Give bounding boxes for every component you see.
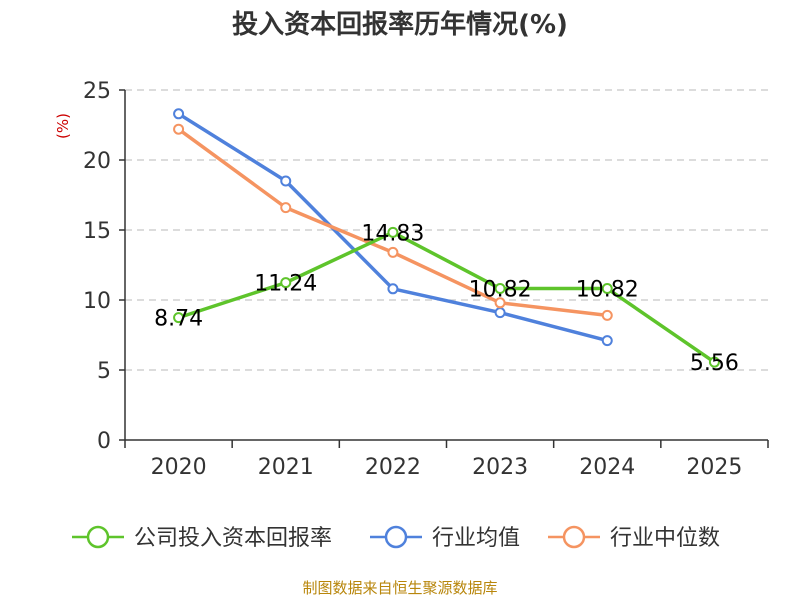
data-point xyxy=(173,312,185,324)
legend-label: 公司投入资本回报率 xyxy=(134,526,332,551)
y-tick-label: 15 xyxy=(83,219,111,244)
x-tick-label: 2022 xyxy=(365,455,421,480)
data-label: 11.24 xyxy=(254,272,317,297)
data-point xyxy=(280,202,292,214)
data-labels: 8.74 11.24 14.83 10.82 10.82 5.56 xyxy=(154,221,739,376)
grid-lines xyxy=(125,89,768,371)
x-tick-labels: 2020 2021 2022 2023 2024 2025 xyxy=(151,455,743,480)
data-point xyxy=(601,283,613,295)
data-point xyxy=(601,335,613,347)
x-tick-label: 2023 xyxy=(472,455,528,480)
y-tick-label: 10 xyxy=(83,289,111,314)
data-label: 8.74 xyxy=(154,307,203,332)
data-point xyxy=(280,277,292,289)
data-point xyxy=(494,297,506,309)
data-point xyxy=(708,356,720,368)
data-point xyxy=(494,307,506,319)
legend: 公司投入资本回报率 行业均值 行业中位数 xyxy=(72,525,720,551)
axes xyxy=(119,89,769,448)
data-label: 5.56 xyxy=(690,351,739,376)
legend-label: 行业均值 xyxy=(432,526,520,551)
y-tick-label: 25 xyxy=(83,79,111,104)
legend-label: 行业中位数 xyxy=(610,526,720,551)
legend-marker xyxy=(86,525,110,549)
x-tick-label: 2025 xyxy=(686,455,742,480)
y-tick-label: 5 xyxy=(97,359,111,384)
y-axis-label: (%) xyxy=(54,113,72,139)
legend-marker xyxy=(384,525,408,549)
data-label: 14.83 xyxy=(361,221,424,246)
data-point xyxy=(173,123,185,135)
source-note: 制图数据来自恒生聚源数据库 xyxy=(302,579,498,597)
chart-title: 投入资本回报率历年情况(%) xyxy=(232,10,568,40)
series-lines xyxy=(173,108,720,368)
x-tick-label: 2021 xyxy=(258,455,314,480)
data-label: 10.82 xyxy=(576,278,639,303)
data-point xyxy=(387,226,399,238)
legend-marker xyxy=(562,525,586,549)
data-point xyxy=(280,175,292,187)
y-tick-label: 0 xyxy=(97,429,111,454)
data-point xyxy=(173,108,185,120)
y-tick-label: 20 xyxy=(83,149,111,174)
series-line-0 xyxy=(178,230,716,364)
y-tick-labels: 0 5 10 15 20 25 xyxy=(83,79,111,454)
data-point xyxy=(494,283,506,295)
data-label: 10.82 xyxy=(469,278,532,303)
data-point xyxy=(387,246,399,258)
data-point xyxy=(387,283,399,295)
x-tick-label: 2020 xyxy=(151,455,207,480)
x-tick-label: 2024 xyxy=(579,455,635,480)
data-point xyxy=(601,309,613,321)
